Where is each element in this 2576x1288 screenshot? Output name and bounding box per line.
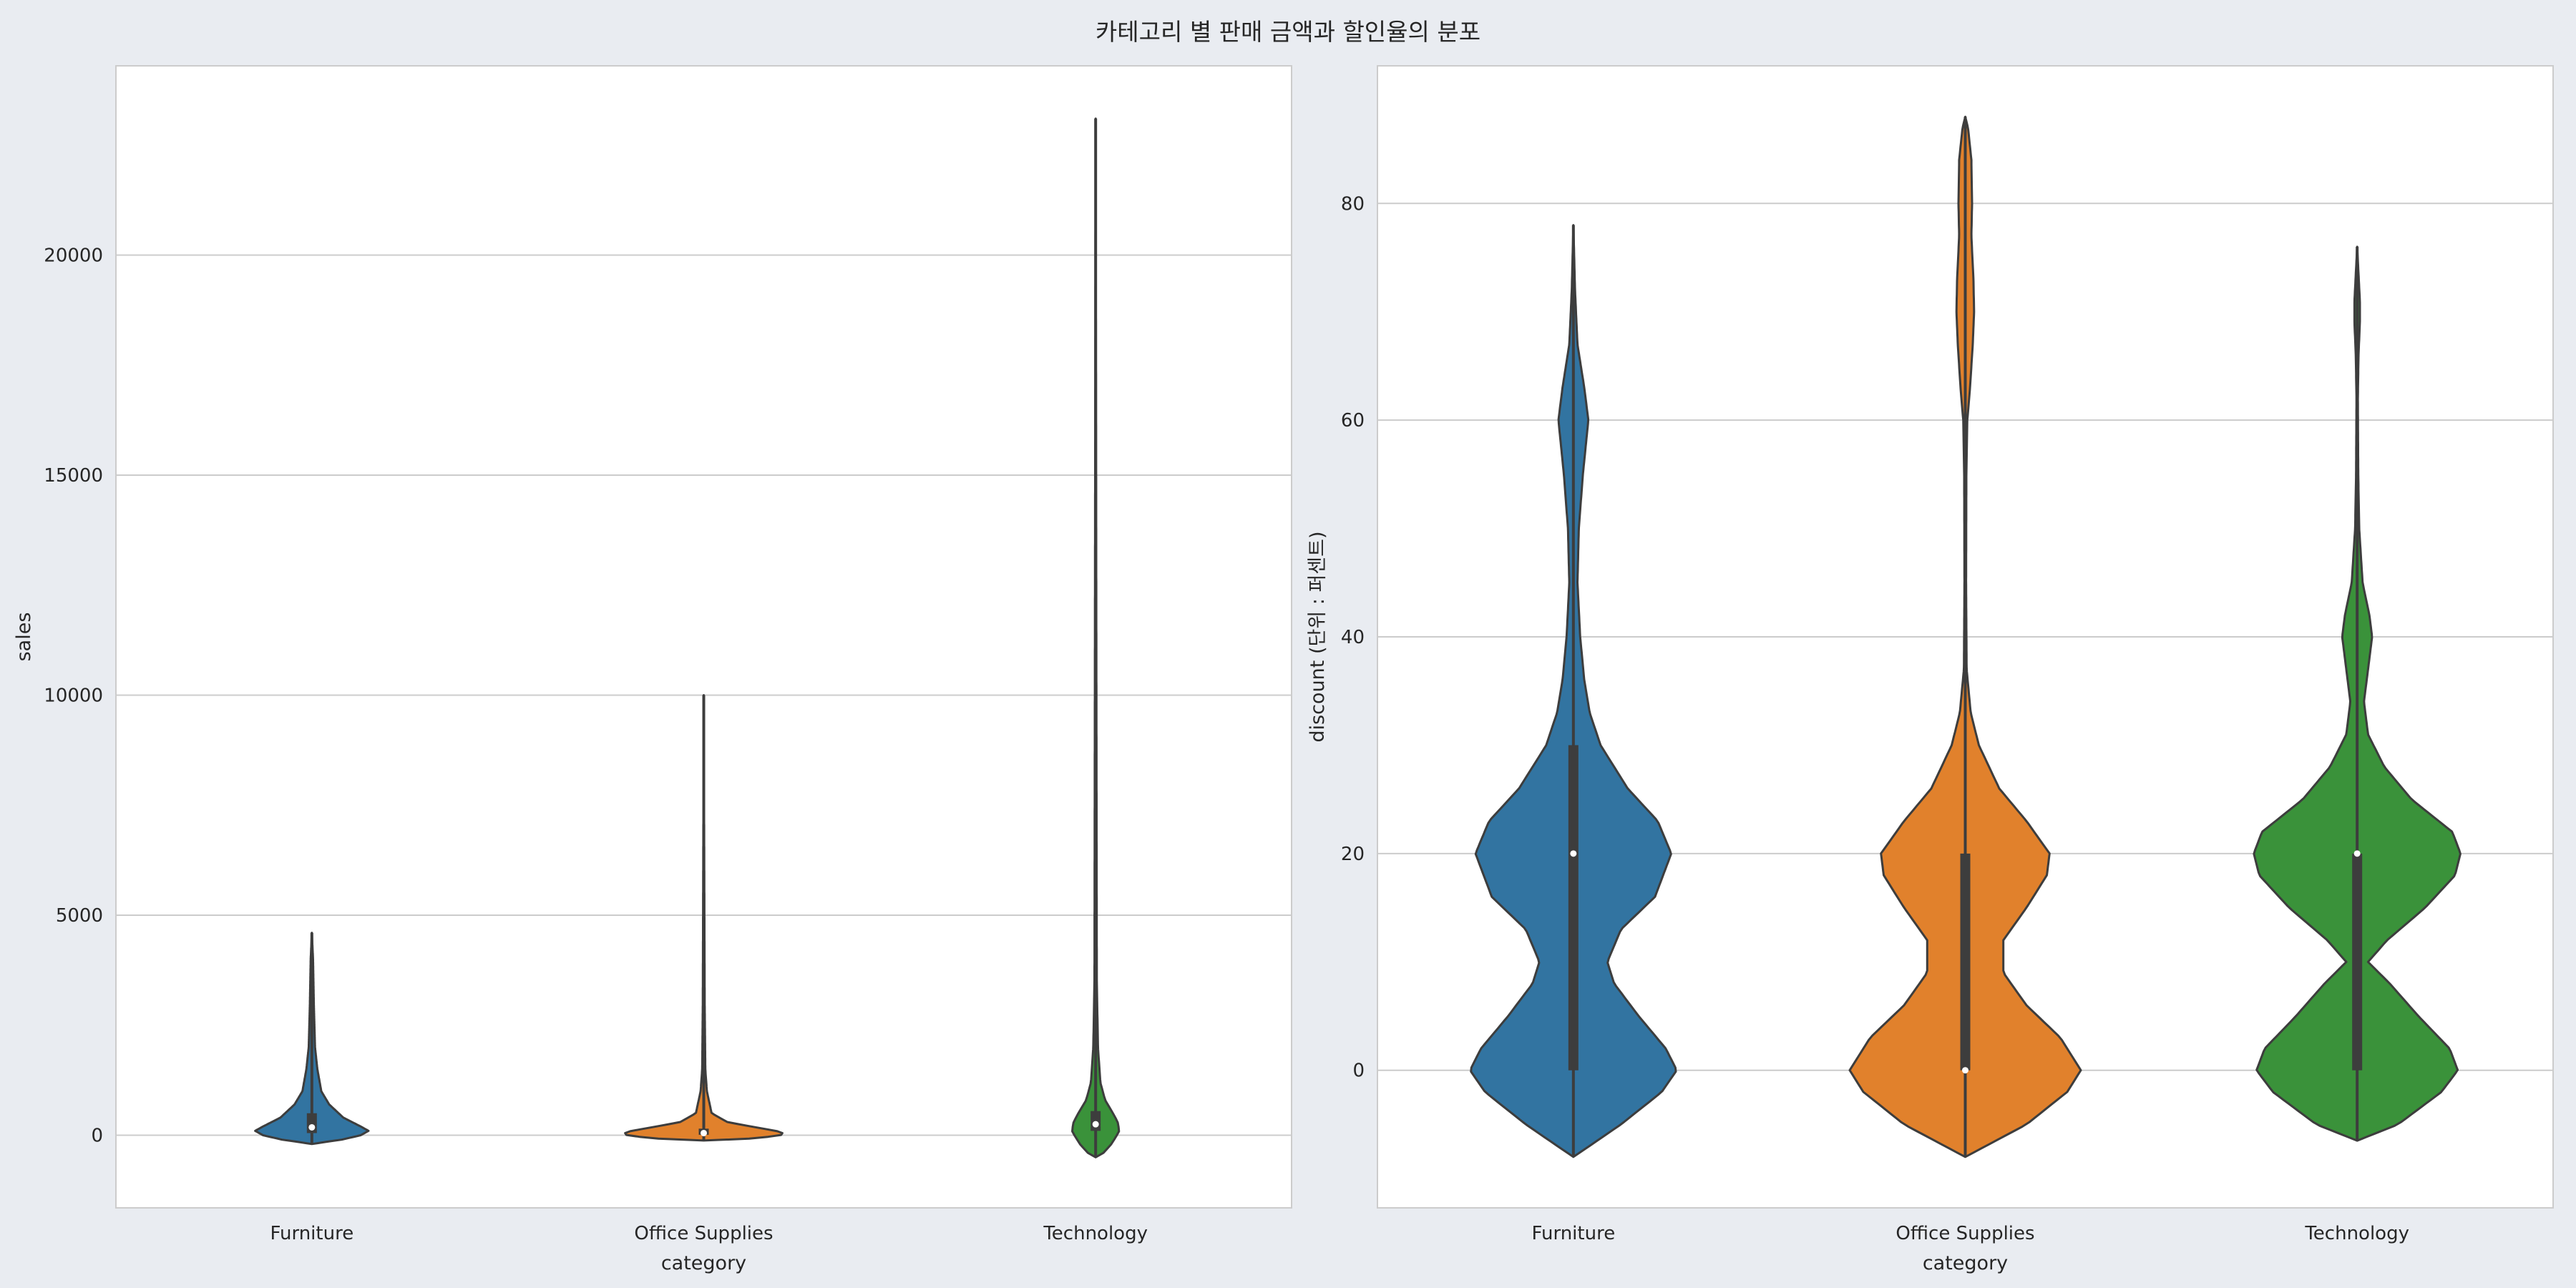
violin-median-point	[1092, 1121, 1099, 1128]
y-tick-label: 20	[1341, 844, 1365, 865]
violin-median-point	[308, 1123, 316, 1131]
x-tick-label: Office Supplies	[634, 1223, 773, 1244]
x-tick-label: Technology	[2304, 1223, 2409, 1244]
figure-title: 카테고리 별 판매 금액과 할인율의 분포	[1096, 18, 1480, 46]
y-axis-label: discount (단위 : 퍼센트)	[1307, 532, 1329, 743]
violin-median-point	[701, 1129, 707, 1136]
x-tick-label: Technology	[1043, 1223, 1148, 1244]
x-tick-label: Office Supplies	[1896, 1223, 2034, 1244]
y-axis-label: sales	[13, 613, 35, 662]
chart-panel-2: 0 20 40 60 80 Furniture Office Supplies Technol…	[1307, 65, 2554, 1274]
x-axis-label: category	[661, 1252, 746, 1274]
y-tick-label: 10000	[44, 685, 103, 706]
y-tick-label: 15000	[44, 465, 103, 487]
violin-median-point	[2353, 850, 2361, 857]
y-tick-label: 0	[91, 1126, 103, 1147]
y-tick-label: 80	[1341, 193, 1365, 215]
y-tick-label: 0	[1352, 1060, 1365, 1082]
x-tick-label: Furniture	[270, 1223, 353, 1244]
x-axis-label: category	[1923, 1252, 2008, 1274]
y-tick-label: 20000	[44, 245, 103, 266]
y-tick-label: 5000	[56, 905, 103, 927]
chart-panel-1: 0 5000 10000 15000 20000 Furniture Office Supp…	[13, 65, 1292, 1274]
x-tick-label: Furniture	[1531, 1223, 1615, 1244]
violin-median-point	[1570, 850, 1577, 857]
y-tick-label: 60	[1341, 410, 1365, 431]
y-tick-label: 40	[1341, 627, 1365, 648]
violin-median-point	[1962, 1067, 1968, 1074]
